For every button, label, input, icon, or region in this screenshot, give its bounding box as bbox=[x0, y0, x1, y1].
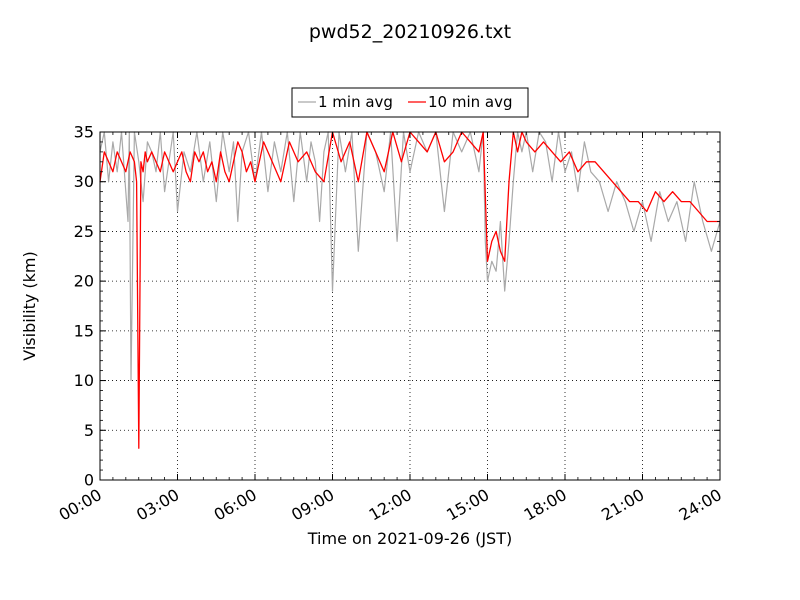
y-tick-label: 35 bbox=[74, 123, 94, 142]
series-line-1min-avg bbox=[99, 131, 721, 382]
y-tick-label: 30 bbox=[74, 172, 94, 191]
y-axis-label: Visibility (km) bbox=[20, 251, 39, 360]
x-tick-label: 24:00 bbox=[676, 485, 725, 525]
x-tick-label: 12:00 bbox=[366, 485, 415, 525]
y-tick-label: 15 bbox=[74, 321, 94, 340]
y-tick-label: 5 bbox=[84, 421, 94, 440]
x-tick-label: 09:00 bbox=[288, 485, 337, 525]
x-tick-label: 18:00 bbox=[521, 485, 570, 525]
x-tick-label: 06:00 bbox=[211, 485, 260, 525]
legend-label-10min: 10 min avg bbox=[428, 93, 513, 111]
series-line-10min-avg bbox=[99, 131, 720, 449]
grid bbox=[100, 132, 720, 480]
series-layer bbox=[99, 131, 721, 449]
legend: 1 min avg 10 min avg bbox=[291, 87, 529, 118]
x-tick-label: 00:00 bbox=[56, 485, 105, 525]
y-tick-label: 0 bbox=[84, 471, 94, 490]
x-tick-label: 03:00 bbox=[133, 485, 182, 525]
legend-label-1min: 1 min avg bbox=[318, 93, 393, 111]
x-axis: 00:00 03:00 06:00 09:00 12:00 15:00 18:00 21:00… bbox=[56, 132, 725, 525]
y-tick-label: 10 bbox=[74, 371, 94, 390]
chart-title: pwd52_20210926.txt bbox=[309, 21, 511, 43]
x-tick-label: 21:00 bbox=[598, 485, 647, 525]
x-axis-label: Time on 2021-09-26 (JST) bbox=[307, 529, 512, 548]
x-tick-label: 15:00 bbox=[443, 485, 492, 525]
y-tick-label: 25 bbox=[74, 222, 94, 241]
y-axis: 0 5 10 15 20 25 30 35 bbox=[74, 123, 720, 490]
y-tick-label: 20 bbox=[74, 272, 94, 291]
